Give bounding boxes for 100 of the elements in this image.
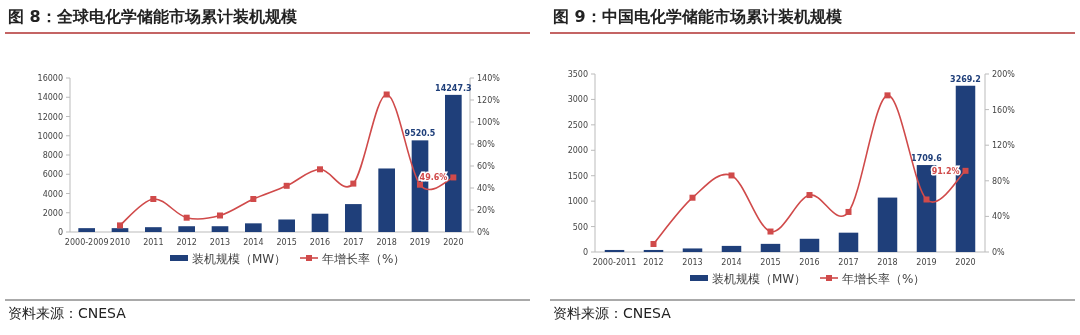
bar — [378, 168, 395, 232]
legend-label: 年增长率（%） — [842, 272, 926, 286]
bar — [145, 227, 162, 232]
x-tick-label: 2018 — [376, 238, 397, 247]
point — [806, 192, 813, 199]
point — [728, 172, 735, 179]
x-tick-label: 2019 — [916, 258, 937, 267]
bar — [760, 243, 781, 252]
point — [183, 214, 190, 221]
bar — [721, 245, 742, 252]
y2-tick-label: 160% — [992, 105, 1016, 115]
data-label: 14247.3 — [435, 83, 472, 93]
bar — [604, 249, 625, 252]
y2-tick-label: 80% — [477, 140, 496, 149]
chart-title: 图 9：中国电化学储能市场累计装机规模 — [553, 7, 842, 26]
y2-tick-label: 0% — [992, 248, 1006, 257]
x-tick-label: 2019 — [409, 238, 431, 247]
y-tick-label: 0 — [582, 248, 588, 257]
y-tick-label: 2000 — [42, 208, 63, 218]
y2-tick-label: 0% — [477, 228, 491, 237]
bar — [111, 228, 129, 232]
x-tick-label: 2014 — [721, 258, 742, 267]
x-tick-label: 2020 — [443, 238, 464, 247]
x-tick-label: 2000-2011 — [592, 258, 637, 267]
y-tick-label: 2500 — [567, 120, 588, 130]
y2-tick-label: 100% — [477, 118, 501, 127]
y-tick-label: 14000 — [37, 93, 63, 103]
bar — [278, 219, 295, 232]
point — [845, 208, 852, 215]
x-tick-label: 2016 — [799, 258, 820, 267]
x-tick-label: 2010 — [109, 238, 131, 247]
bar — [311, 213, 329, 232]
point — [350, 180, 357, 187]
text: 资料来源：CNESA — [8, 305, 127, 321]
y-tick-label: 2000 — [567, 146, 588, 156]
x-tick-label: 2012 — [643, 258, 664, 267]
bar — [245, 223, 262, 232]
chart-title: 图 8：全球电化学储能市场累计装机规模 — [8, 7, 297, 26]
point — [417, 181, 423, 188]
y2-tick-label: 40% — [992, 212, 1011, 222]
y-tick-label: 6000 — [42, 170, 63, 180]
x-tick-label: 2016 — [309, 238, 331, 247]
bar — [78, 228, 95, 232]
y-tick-label: 500 — [572, 222, 588, 232]
legend-label: 装机规模（MW） — [192, 252, 287, 266]
x-tick-label: 2017 — [838, 258, 859, 267]
y-tick-label: 8000 — [42, 151, 63, 160]
x-tick-label: 2012 — [176, 238, 197, 247]
y2-tick-label: 120% — [477, 96, 501, 105]
y-tick-label: 1500 — [567, 171, 588, 181]
x-tick-label: 2013 — [209, 238, 231, 247]
y2-tick-label: 200% — [992, 70, 1016, 79]
y2-tick-label: 80% — [992, 176, 1011, 186]
y2-tick-label: 120% — [992, 141, 1016, 151]
x-tick-label: 2020 — [955, 258, 976, 267]
y2-tick-label: 140% — [477, 74, 501, 83]
x-tick-label: 2018 — [877, 258, 898, 267]
data-label: 1709.6 — [911, 154, 943, 164]
bar — [345, 204, 362, 232]
y-tick-label: 10000 — [37, 131, 63, 141]
point — [767, 228, 774, 235]
data-label: 9520.5 — [404, 129, 436, 139]
bar — [799, 238, 820, 252]
y-tick-label: 3000 — [567, 95, 588, 105]
point — [650, 240, 657, 247]
text: 资料来源：CNESA — [553, 305, 672, 321]
point — [117, 222, 123, 229]
point — [450, 174, 457, 181]
x-tick-label: 2000-2009 — [64, 238, 109, 247]
point — [250, 196, 257, 202]
x-tick-label: 2011 — [143, 238, 164, 247]
bar — [877, 197, 898, 252]
y2-tick-label: 20% — [477, 206, 496, 215]
y2-tick-label: 60% — [477, 162, 496, 171]
point — [217, 212, 223, 219]
y-tick-label: 3500 — [567, 70, 588, 79]
y-tick-label: 16000 — [37, 74, 63, 83]
x-tick-label: 2013 — [682, 258, 703, 267]
x-tick-label: 2014 — [243, 238, 264, 247]
bar — [445, 94, 462, 232]
y-tick-label: 1000 — [567, 197, 588, 207]
point — [689, 194, 696, 201]
x-tick-label: 2015 — [760, 258, 781, 267]
point — [150, 196, 157, 202]
point — [317, 166, 323, 173]
data-label: 3269.2 — [950, 74, 981, 84]
point — [962, 167, 969, 174]
point — [283, 182, 290, 189]
x-tick-label: 2017 — [343, 238, 364, 247]
x-tick-label: 2015 — [276, 238, 297, 247]
bar — [178, 226, 195, 232]
legend-label: 年增长率（%） — [322, 252, 406, 266]
legend-label: 装机规模（MW） — [712, 272, 807, 286]
bar — [643, 249, 664, 252]
y-tick-label: 12000 — [37, 112, 63, 122]
point — [383, 91, 390, 98]
bar — [211, 226, 229, 232]
point — [923, 196, 930, 203]
bar — [682, 248, 703, 252]
point — [884, 92, 891, 99]
